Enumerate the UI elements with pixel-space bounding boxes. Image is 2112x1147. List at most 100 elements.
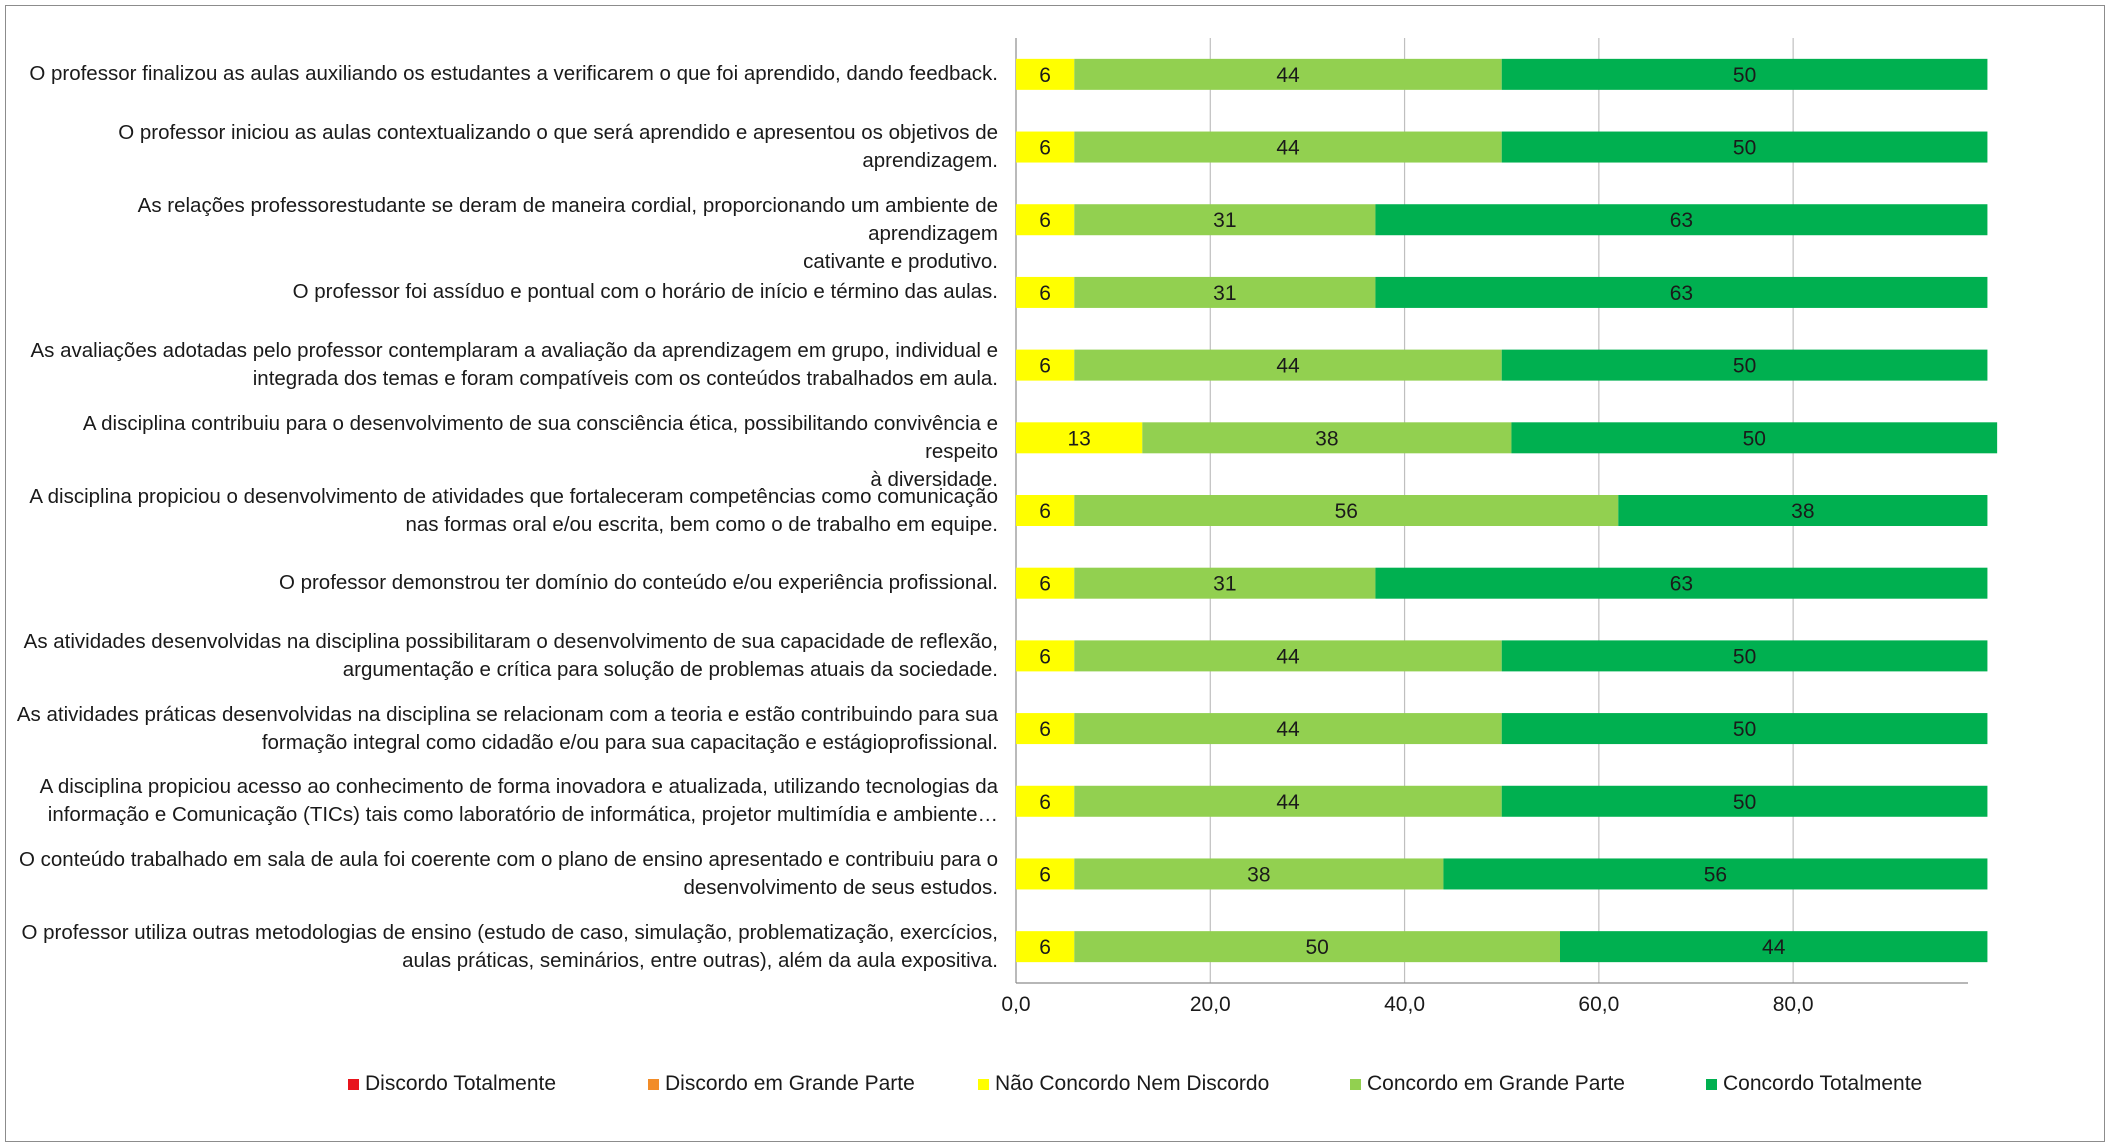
- data-label: 6: [1039, 500, 1051, 523]
- data-label: 6: [1039, 209, 1051, 232]
- data-label: 50: [1743, 427, 1766, 450]
- bar-segment: [1074, 58, 1502, 90]
- bar-segment: [1016, 931, 1075, 963]
- bar-segment: [1016, 567, 1075, 599]
- bar-segment: [1501, 58, 1988, 90]
- bar-segment: [1511, 422, 1998, 454]
- bar-segment: [1074, 495, 1619, 526]
- bar-segment: [1074, 785, 1502, 817]
- data-label: 50: [1733, 718, 1756, 741]
- x-tick-label: 0,0: [1001, 993, 1030, 1016]
- bar-segment: [1016, 495, 1075, 526]
- bar-segment: [1074, 276, 1376, 308]
- data-label: 6: [1039, 355, 1051, 378]
- bar-segment: [1375, 276, 1988, 308]
- legend-swatch: [1706, 1078, 1717, 1090]
- category-label: A disciplina propiciou acesso ao conheci…: [39, 775, 998, 827]
- legend-label: Não Concordo Nem Discordo: [995, 1072, 1270, 1095]
- legend-label: Concordo em Grande Parte: [1367, 1072, 1625, 1095]
- bar-segment: [1016, 276, 1075, 308]
- bar-segment: [1016, 640, 1075, 672]
- data-label: 63: [1670, 209, 1693, 232]
- bar-segment: [1016, 204, 1075, 236]
- data-label: 31: [1213, 573, 1236, 596]
- bar-segment: [1016, 131, 1075, 163]
- data-label: 6: [1039, 137, 1051, 160]
- category-label: O professor demonstrou ter domínio do co…: [278, 571, 998, 595]
- data-label: 6: [1039, 718, 1051, 741]
- data-label: 44: [1276, 645, 1300, 668]
- bar-segment: [1016, 58, 1075, 90]
- data-label: 6: [1039, 791, 1051, 814]
- data-label: 31: [1213, 282, 1236, 305]
- data-label: 6: [1039, 936, 1051, 959]
- data-label: 44: [1276, 64, 1300, 87]
- bar-segment: [1142, 422, 1512, 454]
- legend-swatch: [1350, 1078, 1361, 1090]
- bar-segment: [1375, 567, 1988, 599]
- category-label: O professor finalizou as aulas auxiliand…: [29, 62, 998, 86]
- data-label: 63: [1670, 282, 1693, 305]
- bar-segment: [1618, 495, 1988, 526]
- data-label: 44: [1762, 936, 1786, 959]
- data-label: 38: [1247, 863, 1270, 886]
- category-label: A disciplina contribuiu para o desenvolv…: [82, 411, 998, 491]
- legend-label: Discordo em Grande Parte: [665, 1072, 915, 1095]
- x-tick-label: 60,0: [1578, 993, 1619, 1016]
- data-label: 50: [1733, 355, 1756, 378]
- legend-swatch: [348, 1078, 359, 1090]
- bar-segment: [1074, 349, 1502, 381]
- data-label: 6: [1039, 573, 1051, 596]
- category-label: As relações professorestudante se deram …: [137, 193, 998, 273]
- bar-segment: [1501, 640, 1988, 672]
- data-label: 44: [1276, 718, 1300, 741]
- bar-segment: [1443, 858, 1988, 890]
- category-label: O conteúdo trabalhado em sala de aula fo…: [19, 847, 998, 899]
- data-label: 6: [1039, 282, 1051, 305]
- bar-segment: [1016, 785, 1075, 817]
- bar-segment: [1074, 713, 1502, 745]
- category-label: O professor iniciou as aulas contextuali…: [118, 121, 998, 173]
- bar-segment: [1074, 858, 1444, 890]
- bar-segment: [1016, 858, 1075, 890]
- bar-segment: [1501, 713, 1988, 745]
- category-label: As atividades desenvolvidas na disciplin…: [23, 629, 998, 681]
- data-label: 13: [1067, 427, 1090, 450]
- category-label: O professor utiliza outras metodologias …: [21, 920, 998, 972]
- legend-item: Concordo Totalmente: [1706, 1072, 1922, 1096]
- category-label: A disciplina propiciou o desenvolvimento…: [29, 484, 998, 536]
- category-label: O professor foi assíduo e pontual com o …: [292, 280, 998, 304]
- data-label: 31: [1213, 209, 1236, 232]
- data-label: 44: [1276, 791, 1300, 814]
- data-label: 50: [1733, 791, 1756, 814]
- legend-item: Concordo em Grande Parte: [1350, 1072, 1625, 1096]
- x-tick-label: 40,0: [1384, 993, 1425, 1016]
- legend-label: Concordo Totalmente: [1723, 1072, 1923, 1095]
- data-label: 50: [1733, 645, 1756, 668]
- data-label: 38: [1315, 427, 1338, 450]
- legend-swatch: [648, 1078, 659, 1090]
- legend: Discordo Totalmente Discordo em Grande Pa…: [0, 1070, 2112, 1102]
- data-label: 6: [1039, 64, 1051, 87]
- legend-swatch: [978, 1078, 989, 1090]
- bar-segment: [1016, 422, 1143, 454]
- bar-segment: [1016, 349, 1075, 381]
- legend-item: Discordo Totalmente: [348, 1072, 556, 1096]
- legend-label: Discordo Totalmente: [365, 1072, 557, 1095]
- bar-segment: [1074, 567, 1376, 599]
- data-label: 44: [1276, 355, 1300, 378]
- category-label: As atividades práticas desenvolvidas na …: [16, 702, 998, 754]
- bar-segment: [1074, 640, 1502, 672]
- data-label: 44: [1276, 137, 1300, 160]
- bar-segment: [1560, 931, 1988, 963]
- bar-segment: [1501, 131, 1988, 163]
- bar-segment: [1074, 931, 1560, 963]
- category-label: As avaliações adotadas pelo professor co…: [30, 339, 999, 391]
- bar-segment: [1074, 204, 1376, 236]
- bar-segment: [1016, 713, 1075, 745]
- bar-segment: [1074, 131, 1502, 163]
- data-label: 63: [1670, 573, 1693, 596]
- data-label: 50: [1305, 936, 1328, 959]
- bar-segment: [1501, 349, 1988, 381]
